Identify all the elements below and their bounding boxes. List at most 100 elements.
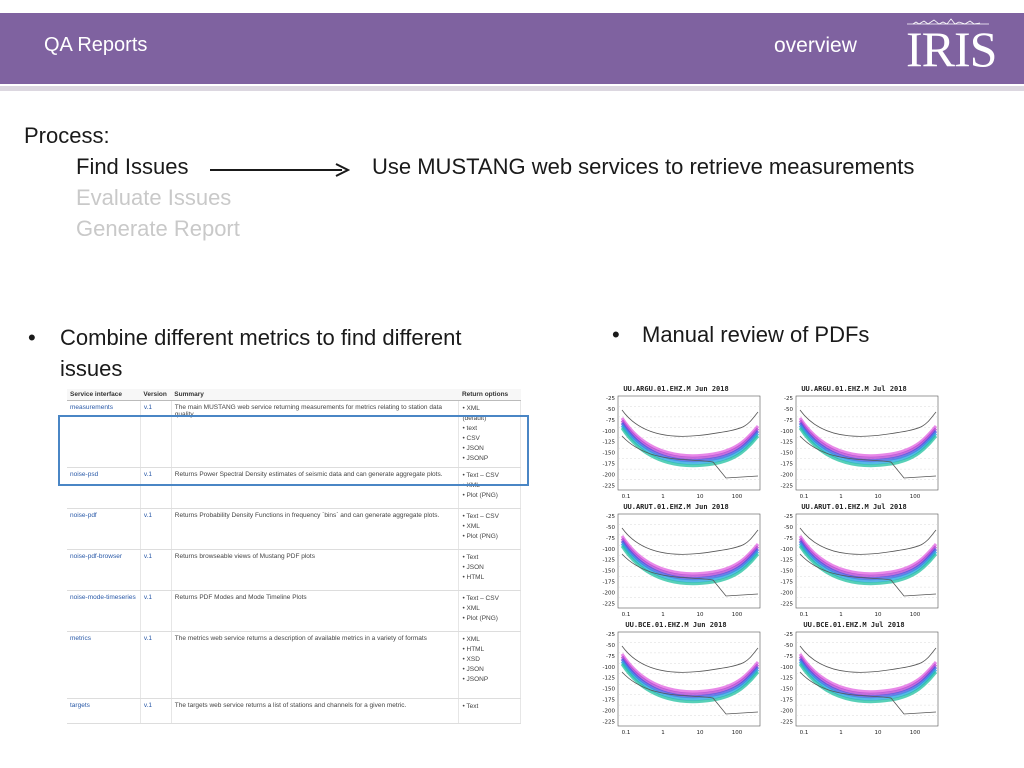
pdf-density-band bbox=[620, 422, 760, 463]
y-tick-label: -175 bbox=[781, 698, 794, 704]
y-tick-label: -200 bbox=[781, 473, 794, 479]
return-option: • Text – CSV bbox=[462, 472, 499, 479]
y-tick-label: -100 bbox=[603, 429, 616, 435]
return-option: • Text bbox=[462, 554, 479, 561]
pdf-plot-canvas: -25 -50 -75 -100 -125 -150 -175 -200 -225 0.1 1 10 1… bbox=[603, 631, 761, 736]
pdf-density-band bbox=[620, 535, 760, 576]
x-tick-label: 1 bbox=[839, 494, 843, 500]
x-tick-label: 10 bbox=[875, 494, 882, 500]
high-noise-model-line bbox=[799, 409, 937, 437]
y-tick-label: -125 bbox=[781, 676, 794, 682]
y-tick-label: -125 bbox=[603, 676, 616, 682]
pdf-density-band bbox=[798, 542, 938, 583]
mustang-services-table: Service interface Version Summary Return… bbox=[67, 389, 521, 724]
bullet-dot-icon: • bbox=[612, 322, 620, 347]
y-tick-label: -150 bbox=[603, 569, 616, 575]
table-row: metrics v.1 The metrics web service return… bbox=[67, 631, 521, 699]
y-tick-label: -75 bbox=[784, 418, 793, 424]
table-row: noise-psd v.1 Returns Power Spectral Densi… bbox=[67, 467, 521, 509]
pdf-density-band bbox=[798, 417, 938, 458]
iris-logo bbox=[903, 18, 995, 80]
high-noise-model-line bbox=[621, 409, 759, 437]
y-tick-label: -100 bbox=[603, 665, 616, 671]
return-option: • XML bbox=[462, 405, 480, 412]
table-row: targets v.1 The targets web service return… bbox=[67, 698, 521, 724]
y-tick-label: -225 bbox=[781, 601, 794, 607]
return-option: • XML bbox=[462, 523, 480, 530]
service-name-link[interactable]: noise-mode-timeseries bbox=[67, 590, 141, 632]
y-tick-label: -125 bbox=[781, 440, 794, 446]
pdf-plot-canvas: -25 -50 -75 -100 -125 -150 -175 -200 -225 0.1 1 10 1… bbox=[603, 513, 761, 618]
slide-section-title: QA Reports bbox=[44, 34, 148, 56]
version-cell: v.1 bbox=[140, 467, 172, 509]
process-description: Use MUSTANG web services to retrieve mea… bbox=[372, 154, 915, 179]
measurements-highlight-box bbox=[58, 415, 529, 486]
x-tick-label: 1 bbox=[661, 494, 665, 500]
summary-cell: Returns PDF Modes and Mode Timeline Plot… bbox=[171, 590, 460, 632]
y-tick-label: -75 bbox=[784, 654, 793, 660]
x-tick-label: 100 bbox=[732, 612, 743, 618]
table-row: noise-pdf-browser v.1 Returns browseable v… bbox=[67, 549, 521, 591]
table-row: measurements v.1 The main MUSTANG web serv… bbox=[67, 400, 521, 468]
pdf-plot-panel: UU.ARUT.01.EHZ.M Jul 2018 -25 -50 -75 -100 -1… bbox=[766, 503, 942, 621]
low-noise-model-line bbox=[621, 671, 759, 715]
x-tick-label: 0.1 bbox=[622, 730, 631, 736]
slide-header-bar bbox=[0, 13, 1024, 84]
return-option: • HTML bbox=[462, 574, 485, 581]
pdf-density-band bbox=[798, 658, 938, 699]
summary-cell: The targets web service returns a list o… bbox=[171, 698, 460, 724]
pdf-plot-canvas: -25 -50 -75 -100 -125 -150 -175 -200 -225 0.1 1 10 1… bbox=[603, 395, 761, 500]
x-tick-label: 100 bbox=[732, 730, 743, 736]
pdf-density-band bbox=[798, 537, 938, 578]
x-tick-label: 1 bbox=[661, 612, 665, 618]
y-tick-label: -25 bbox=[784, 396, 793, 402]
summary-cell: Returns browseable views of Mustang PDF … bbox=[171, 549, 460, 591]
y-tick-label: -200 bbox=[603, 473, 616, 479]
service-name-link[interactable]: targets bbox=[67, 698, 141, 724]
service-name-link[interactable]: noise-pdf bbox=[67, 508, 141, 550]
low-noise-model-line bbox=[621, 435, 759, 479]
y-tick-label: -200 bbox=[781, 709, 794, 715]
y-tick-label: -225 bbox=[603, 483, 616, 489]
return-option: • text bbox=[462, 425, 477, 432]
pdf-plot-panel: UU.BCE.01.EHZ.M Jul 2018 -25 -50 -75 -100 -12… bbox=[766, 621, 942, 739]
y-tick-label: -175 bbox=[603, 580, 616, 586]
y-tick-label: -225 bbox=[781, 483, 794, 489]
return-option: • CSV bbox=[462, 435, 480, 442]
service-name-link[interactable]: measurements bbox=[67, 400, 141, 468]
pdf-plot-panel: UU.ARGU.01.EHZ.M Jul 2018 -25 -50 -75 -100 -1… bbox=[766, 385, 942, 503]
pdf-density-band bbox=[798, 424, 938, 465]
plot-title: UU.BCE.01.EHZ.M Jun 2018 bbox=[625, 621, 727, 629]
x-tick-label: 1 bbox=[839, 730, 843, 736]
x-tick-label: 10 bbox=[875, 730, 882, 736]
pdf-density-band bbox=[798, 655, 938, 696]
summary-cell: The main MUSTANG web service returning m… bbox=[171, 400, 460, 468]
return-option: • JSONP bbox=[462, 676, 489, 683]
y-tick-label: -125 bbox=[781, 558, 794, 564]
pdf-density-band bbox=[620, 542, 760, 583]
service-name-link[interactable]: noise-pdf-browser bbox=[67, 549, 141, 591]
y-tick-label: -75 bbox=[606, 418, 615, 424]
table-row: noise-pdf v.1 Returns Probability Density … bbox=[67, 508, 521, 550]
y-tick-label: -175 bbox=[603, 462, 616, 468]
service-name-link[interactable]: metrics bbox=[67, 631, 141, 699]
low-noise-model-line bbox=[799, 671, 937, 715]
return-options-cell: • Text – CSV • XML • Plot (PNG) bbox=[458, 467, 521, 509]
y-tick-label: -75 bbox=[784, 536, 793, 542]
pdf-density-band bbox=[798, 660, 938, 701]
version-cell: v.1 bbox=[140, 508, 172, 550]
table-row: noise-mode-timeseries v.1 Returns PDF Mode… bbox=[67, 590, 521, 632]
header-divider bbox=[0, 86, 1024, 91]
y-tick-label: -175 bbox=[781, 462, 794, 468]
col-header-options: Return options bbox=[458, 389, 521, 401]
plot-frame bbox=[795, 395, 939, 491]
logo-text: IRIS bbox=[906, 21, 997, 77]
plot-title: UU.ARUT.01.EHZ.M Jun 2018 bbox=[623, 503, 729, 511]
service-name-link[interactable]: noise-psd bbox=[67, 467, 141, 509]
summary-cell: Returns Power Spectral Density estimates… bbox=[171, 467, 460, 509]
pdf-plot-canvas: -25 -50 -75 -100 -125 -150 -175 -200 -225 0.1 1 10 1… bbox=[781, 631, 939, 736]
return-options-cell: • Text – CSV • XML • Plot (PNG) bbox=[458, 590, 521, 632]
return-option: • XML bbox=[462, 636, 480, 643]
return-option: • Text bbox=[462, 703, 479, 710]
y-tick-label: -200 bbox=[603, 709, 616, 715]
